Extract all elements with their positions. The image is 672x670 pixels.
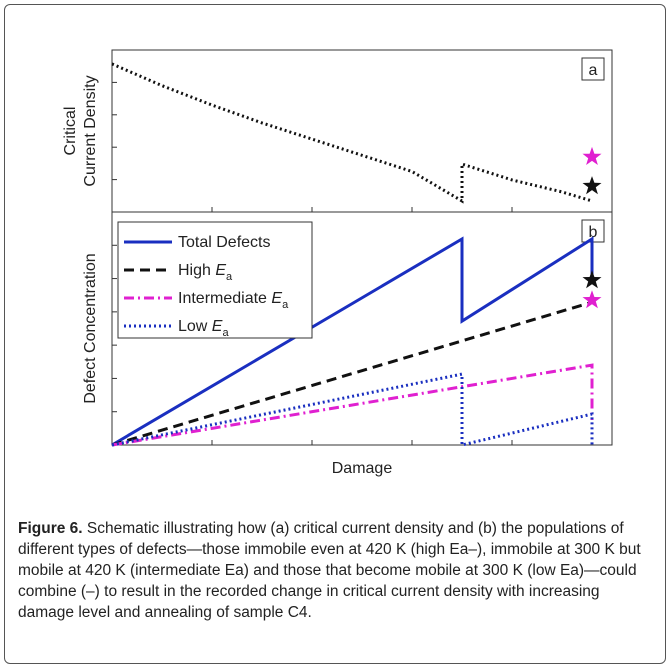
- x-axis-label: Damage: [332, 460, 393, 477]
- y-axis-label: Critical: [62, 107, 79, 156]
- panel-label: b: [589, 224, 598, 241]
- panel-label: a: [589, 62, 598, 79]
- legend-label: Total Defects: [178, 234, 270, 251]
- caption: Figure 6. Schematic illustrating how (a)…: [18, 518, 654, 623]
- panel-label-box: [581, 57, 605, 81]
- series-line: [111, 372, 594, 447]
- legend-label: Low Ea: [178, 318, 229, 339]
- y-axis-label: Current Density: [82, 75, 99, 186]
- caption-text: Schematic illustrating how (a) critical …: [18, 520, 641, 621]
- axes-box: [111, 49, 613, 213]
- series-line: [111, 363, 594, 447]
- series-line: [111, 300, 593, 447]
- figure-frame: [4, 4, 666, 664]
- figure: Critical Current Density a Defect Concentra…: [62, 49, 613, 477]
- series-line: [111, 62, 593, 204]
- star-marker: [582, 146, 602, 165]
- axes-box: [111, 211, 613, 446]
- legend-label: Intermediate Ea: [178, 290, 289, 311]
- star-marker: [582, 290, 602, 309]
- star-marker: [582, 176, 602, 195]
- star-marker: [582, 270, 602, 289]
- y-axis-label: Defect Concentration: [82, 253, 99, 403]
- series-line: [111, 236, 594, 447]
- caption-label: Figure 6.: [18, 520, 83, 537]
- legend-label: High Ea: [178, 262, 233, 283]
